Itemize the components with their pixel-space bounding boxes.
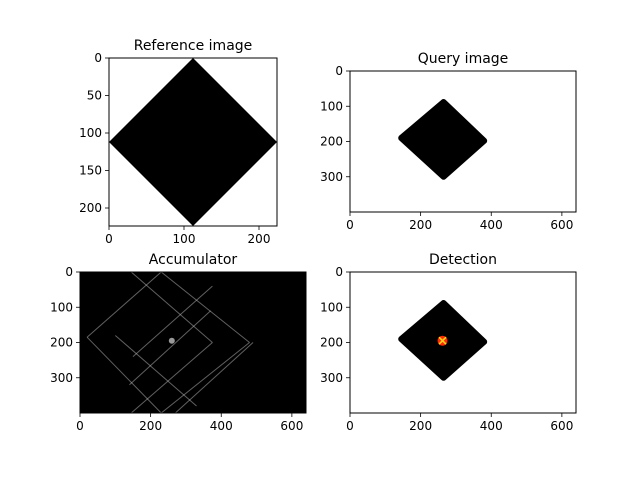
accumulator-ridge bbox=[86, 336, 162, 413]
x-tick-label: 400 bbox=[480, 419, 503, 433]
axes-frame bbox=[108, 57, 278, 227]
y-tick-label: 0 bbox=[94, 51, 102, 65]
x-tick-label: 600 bbox=[550, 419, 573, 433]
panel-title: Detection bbox=[429, 252, 497, 268]
accumulator-background bbox=[80, 272, 306, 413]
panel-title: Accumulator bbox=[149, 252, 238, 268]
y-tick-label: 0 bbox=[65, 265, 73, 279]
y-tick-label: 200 bbox=[320, 135, 343, 149]
x-tick-label: 200 bbox=[139, 419, 162, 433]
x-tick-label: 600 bbox=[280, 419, 303, 433]
x-tick-label: 0 bbox=[346, 419, 354, 433]
accumulator-ridge bbox=[129, 310, 211, 386]
y-tick-label: 0 bbox=[335, 64, 343, 78]
accumulator-ridge bbox=[132, 285, 213, 357]
accumulator-ridge bbox=[160, 272, 250, 343]
y-tick-label: 100 bbox=[79, 126, 102, 140]
y-tick-label: 200 bbox=[320, 336, 343, 350]
y-tick-label: 50 bbox=[87, 89, 102, 103]
y-tick-label: 100 bbox=[320, 99, 343, 113]
plot-content bbox=[398, 99, 488, 180]
plot-content bbox=[86, 272, 254, 413]
panel-title: Reference image bbox=[134, 38, 253, 54]
accumulator-ridge bbox=[130, 342, 213, 413]
plot-content bbox=[109, 58, 277, 226]
panel-2: 0 200 400 600 0 100 200 300 Query image bbox=[320, 51, 577, 232]
x-tick-label: 0 bbox=[346, 218, 354, 232]
x-tick-label: 200 bbox=[248, 232, 271, 246]
y-tick-label: 0 bbox=[335, 265, 343, 279]
shape-rough-diamond bbox=[398, 99, 488, 180]
plot-content bbox=[398, 300, 488, 381]
y-tick-label: 100 bbox=[320, 300, 343, 314]
x-tick-label: 200 bbox=[409, 218, 432, 232]
shape-diamond bbox=[109, 58, 277, 226]
x-tick-label: 400 bbox=[480, 218, 503, 232]
y-tick-label: 300 bbox=[320, 170, 343, 184]
panel-4: 0 200 400 600 0 100 200 300 Detection bbox=[320, 252, 577, 433]
x-tick-label: 600 bbox=[550, 218, 573, 232]
x-tick-label: 100 bbox=[173, 232, 196, 246]
y-tick-label: 100 bbox=[50, 300, 73, 314]
detection-marker bbox=[438, 336, 447, 345]
panel-title: Query image bbox=[418, 51, 509, 67]
accumulator-ridge bbox=[175, 342, 254, 413]
accumulator-peak bbox=[168, 337, 175, 344]
accumulator-ridge bbox=[160, 342, 250, 413]
x-tick-label: 0 bbox=[105, 232, 113, 246]
y-tick-label: 200 bbox=[50, 336, 73, 350]
y-tick-label: 150 bbox=[79, 164, 102, 178]
accumulator-ridge bbox=[114, 335, 197, 407]
accumulator-ridge bbox=[130, 272, 213, 343]
x-tick-label: 200 bbox=[409, 419, 432, 433]
y-tick-label: 200 bbox=[79, 201, 102, 215]
panel-3: 0 200 400 600 0 100 200 300 Accumulator bbox=[50, 252, 307, 433]
x-tick-label: 400 bbox=[210, 419, 233, 433]
accumulator-ridge bbox=[86, 272, 162, 338]
y-tick-label: 300 bbox=[320, 371, 343, 385]
y-tick-label: 300 bbox=[50, 371, 73, 385]
panel-1: 0 100 200 0 50 100 150 200 Reference image bbox=[79, 38, 278, 246]
x-tick-label: 0 bbox=[76, 419, 84, 433]
